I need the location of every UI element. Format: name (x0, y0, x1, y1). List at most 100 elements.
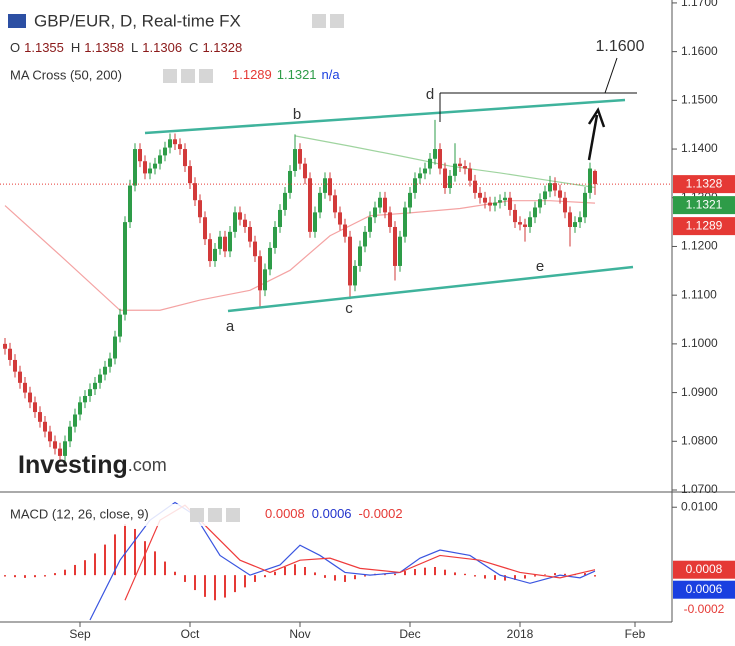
wave-label: b (293, 106, 301, 123)
histogram-bar (534, 575, 536, 577)
candle-body (213, 248, 217, 262)
histogram-bar (594, 575, 596, 577)
axes: 1.0700 1.0800 1.0900 1.1000 1.1100 1.1200 1.13… (69, 0, 735, 641)
candle-body (128, 185, 132, 223)
candle-body (318, 192, 322, 213)
candle-body (463, 166, 467, 169)
chart-title: GBP/EUR, D, Real-time FX (34, 11, 241, 30)
candle-body (483, 197, 487, 203)
x-tick-label: Sep (69, 627, 91, 641)
candle-body (353, 265, 357, 286)
candle-body (548, 183, 552, 192)
settings-icon[interactable] (199, 69, 213, 83)
histogram-bar (144, 541, 146, 576)
candle-body (163, 147, 167, 156)
indicator-values: 1.1289 1.1321 n/a (232, 67, 340, 82)
candle-body (308, 178, 312, 232)
candle-body (568, 212, 572, 227)
candle-body (543, 191, 547, 200)
candle-body (33, 402, 37, 413)
candle-body (573, 222, 577, 227)
watermark-text: Investing (18, 451, 128, 479)
candle-body (498, 200, 502, 203)
candle-body (428, 158, 432, 169)
histogram-bar (214, 575, 216, 601)
macd-title: MACD (12, 26, close, 9) (10, 506, 149, 521)
candle-body (78, 402, 82, 415)
candle-body (203, 217, 207, 240)
candle-body (473, 180, 477, 193)
histogram-bar (524, 575, 526, 579)
candle-body (383, 197, 387, 213)
y-tick-label: 1.1000 (681, 336, 718, 350)
price-tag (673, 175, 735, 194)
wave-label: a (226, 318, 235, 335)
candle-body (553, 183, 557, 191)
candle-body (563, 197, 567, 213)
candle-body (193, 183, 197, 201)
histogram-bar (74, 564, 76, 576)
x-tick-label: Nov (289, 627, 310, 641)
ohlc-value: 1.1306 (142, 40, 182, 55)
price-tag (673, 217, 735, 236)
histogram-bar (504, 575, 506, 581)
candle-body (73, 414, 77, 427)
candle-body (588, 168, 592, 193)
candle-body (513, 209, 517, 223)
candle-body (258, 256, 262, 291)
candle-body (538, 199, 542, 208)
ohlc-value: 1.1358 (84, 40, 124, 55)
ohlc-label: L (131, 40, 138, 55)
x-tick-label: 2018 (507, 627, 534, 641)
macd-tag (673, 580, 735, 599)
settings-icon[interactable] (312, 14, 326, 28)
indicator-value: 1.1289 (232, 67, 272, 82)
candle-body (148, 168, 152, 174)
candle-body (468, 168, 472, 181)
histogram-bar (124, 524, 126, 576)
histogram-bar (204, 575, 206, 597)
candle-body (578, 217, 582, 223)
settings-icon[interactable] (190, 508, 204, 522)
candle-body (228, 231, 232, 252)
histogram-bar (464, 573, 466, 576)
plot-area (0, 119, 672, 621)
histogram-bar (244, 575, 246, 588)
histogram-bar (234, 575, 236, 593)
histogram-bar (114, 534, 116, 576)
candle-body (348, 236, 352, 286)
candle-body (133, 149, 137, 186)
histogram-bar (154, 551, 156, 576)
candle-body (403, 207, 407, 237)
settings-icon[interactable] (330, 14, 344, 28)
histogram-bar (274, 571, 276, 576)
histogram-bar (334, 575, 336, 581)
histogram-bar (344, 575, 346, 582)
histogram-bar (434, 566, 436, 576)
histogram-bar (4, 575, 6, 577)
histogram-bar (324, 575, 326, 578)
settings-icon[interactable] (181, 69, 195, 83)
candle-body (293, 149, 297, 171)
histogram-bar (14, 575, 16, 578)
candle-body (68, 426, 72, 442)
histogram-bar (564, 573, 566, 576)
histogram-bar (354, 575, 356, 580)
candle-body (278, 209, 282, 227)
candle-body (243, 219, 247, 227)
indicator-na: n/a (322, 67, 341, 82)
candle-body (108, 358, 112, 367)
histogram-bar (544, 574, 546, 576)
candle-body (478, 192, 482, 198)
settings-icon[interactable] (208, 508, 222, 522)
candle-body (298, 149, 302, 164)
histogram-bar (554, 573, 556, 576)
histogram-bar (384, 574, 386, 576)
settings-icon[interactable] (163, 69, 177, 83)
candle-body (178, 144, 182, 150)
histogram-bar (444, 569, 446, 576)
settings-icon[interactable] (226, 508, 240, 522)
candle-body (253, 241, 257, 257)
candle-body (113, 336, 117, 359)
